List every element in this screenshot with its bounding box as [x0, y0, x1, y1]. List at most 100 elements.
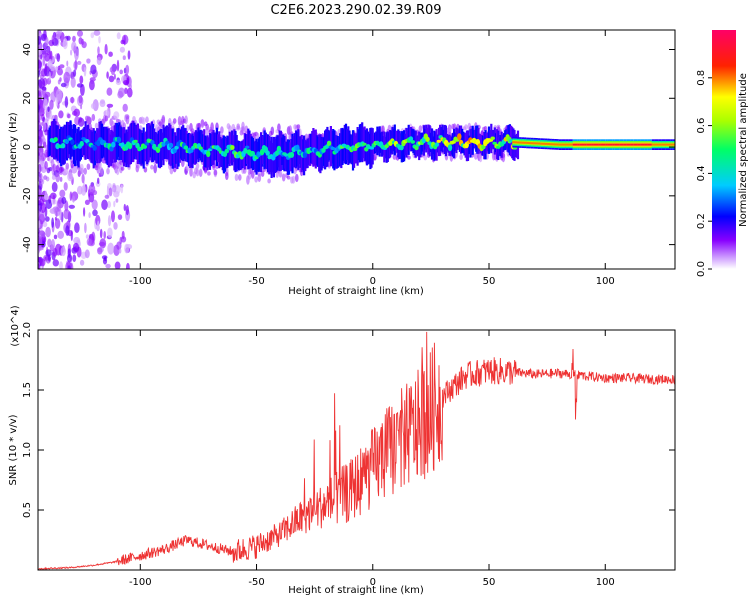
spectrogram-line-cell: [628, 143, 631, 146]
spectrogram-noise-cell: [54, 31, 62, 38]
spectrogram-band-cell: [511, 127, 514, 159]
spectrogram-line-cell: [544, 142, 548, 145]
spectrogram-noise-cell: [65, 225, 70, 236]
spectrogram-core-cell: [189, 148, 194, 153]
spectrogram-line-cell: [654, 143, 657, 146]
spectrogram-noise-cell: [107, 200, 112, 209]
spectrogram-noise-cell: [51, 199, 57, 205]
spectrogram-line-cell: [600, 143, 603, 146]
spectrogram-noise-cell: [92, 209, 98, 217]
spectrogram-halo-cell: [55, 165, 60, 171]
spectrogram-core-cell: [326, 140, 332, 147]
spectrogram-noise-cell: [40, 178, 45, 185]
spectrogram-noise-cell: [89, 77, 96, 82]
spectrogram-noise-cell: [38, 236, 43, 249]
spectrogram-line-cell: [593, 143, 596, 146]
spectrogram-line-cell: [523, 141, 527, 144]
spectrogram-halo-cell: [195, 168, 200, 177]
spectrogram-band-cell: [200, 130, 203, 163]
spectrogram-noise-cell: [47, 156, 50, 162]
spectrogram-noise-cell: [118, 87, 125, 98]
spectrogram-line-cell: [540, 142, 543, 145]
spectrogram-noise-cell: [72, 242, 80, 252]
spectrogram-noise-cell: [69, 191, 73, 201]
spectrogram-noise-cell: [108, 187, 113, 197]
spectrogram-noise-cell: [40, 70, 43, 77]
spectrogram-band-cell: [337, 136, 341, 167]
spectrogram-y-tick-label: 40: [22, 43, 33, 56]
spectrogram-line-cell: [621, 143, 624, 146]
spectrogram-noise-cell: [111, 69, 115, 76]
spectrogram-line-cell: [556, 143, 559, 146]
spectrogram-core-cell: [425, 136, 430, 143]
spectrogram-core-cell: [127, 142, 133, 150]
snr-x-tick-label: 100: [596, 577, 615, 588]
snr-x-label: Height of straight line (km): [288, 585, 424, 596]
spectrogram-noise-cell: [97, 46, 100, 55]
spectrogram-band-cell: [414, 130, 417, 158]
spectrogram-line-cell: [658, 143, 662, 146]
spectrogram-line-cell: [582, 143, 585, 146]
spectrogram-core-cell: [64, 138, 70, 145]
spectrogram-noise-cell: [60, 82, 67, 88]
spectrogram-noise-cell: [38, 49, 43, 56]
spectrogram-noise-cell: [72, 110, 78, 116]
spectrogram-noise-cell: [90, 64, 97, 75]
spectrogram-core-cell: [53, 137, 58, 142]
spectrogram-line-cell: [635, 143, 638, 146]
spectrogram-line-cell: [579, 143, 583, 146]
spectrogram-halo-cell: [67, 113, 71, 119]
spectrogram-core-cell: [436, 139, 441, 143]
spectrogram-line-cell: [626, 143, 629, 146]
spectrogram-noise-cell: [47, 106, 50, 112]
spectrogram-noise-cell: [60, 246, 66, 257]
spectrogram-line-cell: [589, 143, 592, 146]
spectrogram-line-cell: [598, 143, 601, 146]
spectrogram-noise-cell: [72, 254, 77, 262]
spectrogram-noise-cell: [108, 51, 113, 57]
spectrogram-noise-cell: [104, 256, 107, 262]
spectrogram-noise-cell: [78, 94, 83, 104]
spectrogram-noise-cell: [68, 204, 76, 209]
spectrogram-line-cell: [533, 142, 536, 145]
spectrogram-noise-cell: [112, 184, 117, 193]
spectrogram-noise-cell: [105, 263, 111, 269]
spectrogram-noise-cell: [101, 199, 108, 211]
spectrogram-noise-cell: [38, 209, 41, 222]
spectrogram-noise-cell: [77, 60, 82, 65]
spectrogram-noise-cell: [67, 265, 71, 269]
spectrogram-line-cell: [623, 143, 627, 146]
spectrogram-line-cell: [575, 143, 578, 146]
spectrogram-line-cell: [637, 143, 641, 146]
spectrogram-noise-cell: [119, 46, 125, 53]
spectrogram-noise-cell: [61, 196, 67, 204]
spectrogram-line-cell: [537, 142, 541, 145]
spectrogram-line-cell: [651, 143, 655, 146]
spectrogram-halo-cell: [172, 118, 177, 124]
spectrogram-halo-cell: [255, 132, 260, 139]
spectrogram-noise-cell: [84, 222, 87, 234]
spectrogram-noise-cell: [70, 262, 74, 269]
spectrogram-halo-cell: [86, 115, 91, 121]
spectrogram-noise-cell: [118, 248, 122, 254]
spectrogram-noise-cell: [80, 104, 83, 110]
spectrogram-halo-cell: [150, 164, 154, 170]
spectrogram-noise-cell: [51, 175, 56, 180]
spectrogram-core-cell: [70, 139, 75, 146]
spectrogram-noise-cell: [116, 32, 121, 40]
snr-frame: [37, 329, 676, 571]
spectrogram-noise-cell: [124, 87, 128, 95]
spectrogram-core-cell: [92, 145, 97, 151]
spectrogram-noise-cell: [63, 182, 68, 191]
spectrogram-y-tick-label: 20: [22, 92, 33, 105]
spectrogram-halo-cell: [459, 153, 463, 160]
spectrogram-noise-cell: [97, 247, 103, 255]
spectrogram-noise-cell: [40, 258, 46, 267]
spectrogram-halo-cell: [267, 178, 271, 184]
spectrogram-noise-cell: [127, 50, 131, 60]
spectrogram-halo-cell: [125, 115, 130, 125]
spectrogram-line-cell: [577, 143, 580, 146]
spectrogram-core-cell: [224, 148, 229, 154]
spectrogram-noise-cell: [84, 249, 90, 259]
colorbar-label: Normalized spectral amplitude: [738, 73, 749, 227]
